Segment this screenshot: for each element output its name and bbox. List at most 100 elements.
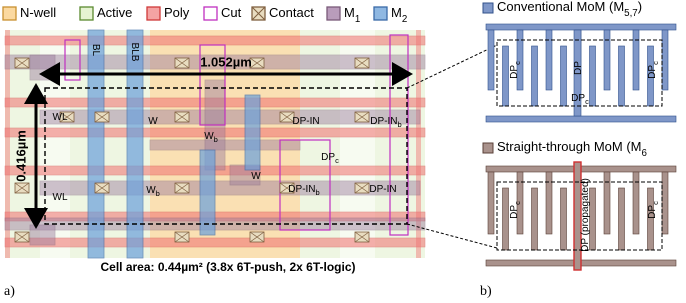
legend-label-main: Contact bbox=[269, 5, 314, 20]
comb-finger bbox=[503, 46, 509, 106]
metal-1 bbox=[30, 55, 55, 80]
mom-label-main: DP bbox=[647, 65, 658, 79]
mom-label-main: DP bbox=[573, 61, 584, 75]
legend-label-main: M bbox=[344, 5, 355, 20]
legend-swatch bbox=[80, 7, 93, 20]
legend-label-main: M bbox=[391, 5, 402, 20]
title-swatch bbox=[483, 3, 493, 13]
metal-1 bbox=[30, 225, 55, 245]
layout-label-main: BLB bbox=[129, 43, 140, 62]
panel-title-sub: 5,7 bbox=[624, 8, 638, 19]
layout-label-sub: b bbox=[214, 135, 218, 144]
comb-finger bbox=[590, 46, 596, 106]
mom-label-sub: c bbox=[585, 97, 589, 106]
comb-finger bbox=[561, 188, 567, 250]
panel-title-sub: 6 bbox=[642, 148, 647, 159]
legend-label-main: Active bbox=[97, 5, 132, 20]
layout-label-main: DP-IN bbox=[288, 184, 315, 195]
legend-label-main: Poly bbox=[164, 5, 190, 20]
comb-finger bbox=[619, 46, 625, 106]
comb-finger bbox=[546, 172, 552, 234]
legend-swatch bbox=[374, 7, 387, 20]
panel-title-main: Straight-through MoM (M bbox=[497, 139, 642, 154]
mom-label-main: DP bbox=[509, 65, 520, 79]
metal-2 bbox=[245, 95, 260, 170]
layout-label-sub: b bbox=[156, 189, 160, 198]
legend-label: M2 bbox=[391, 5, 407, 25]
comb-finger bbox=[517, 30, 523, 90]
comb-bar bbox=[486, 24, 676, 30]
panel-title: Straight-through MoM (M6 bbox=[497, 139, 647, 159]
legend-label: Contact bbox=[269, 5, 314, 20]
layout-label-main: DP bbox=[321, 152, 335, 163]
height-label: 0.416µm bbox=[13, 130, 28, 182]
legend-swatch bbox=[204, 7, 217, 20]
layout-label-main: DP-IN bbox=[369, 184, 396, 195]
mom-label-sub: c bbox=[651, 61, 660, 65]
layout-label-sub: b bbox=[316, 188, 320, 197]
layout-label-sub: b bbox=[398, 120, 402, 129]
legend-label-main: N-well bbox=[20, 5, 56, 20]
panel-title-after: ) bbox=[638, 0, 642, 14]
mom-label: DP (propagated) bbox=[580, 178, 591, 252]
layout-label: BLB bbox=[129, 43, 140, 62]
legend-label-sub: 1 bbox=[355, 14, 360, 25]
legend-label: M1 bbox=[344, 5, 360, 25]
mom-label-sub: c bbox=[513, 61, 522, 65]
layout-label: WL bbox=[53, 112, 68, 123]
comb-finger bbox=[662, 30, 668, 90]
comb-finger bbox=[488, 30, 494, 90]
panel-label: b) bbox=[480, 284, 492, 299]
layout-label: W bbox=[251, 171, 261, 182]
panel-title: Conventional MoM (M5,7) bbox=[497, 0, 642, 19]
panel-label: a) bbox=[4, 284, 15, 299]
layout-label-main: WL bbox=[53, 192, 68, 203]
layout-label-main: W bbox=[148, 116, 158, 127]
legend-swatch bbox=[147, 7, 160, 20]
layout-label: DP-IN bbox=[369, 184, 396, 195]
comb-finger bbox=[604, 172, 610, 234]
comb-finger bbox=[662, 172, 668, 234]
layout-label-main: BL bbox=[90, 44, 101, 57]
mom-label: DP bbox=[573, 61, 584, 75]
legend-label: Poly bbox=[164, 5, 190, 20]
comb-finger bbox=[503, 188, 509, 250]
layout-label-main: W bbox=[251, 171, 261, 182]
comb-finger bbox=[633, 172, 639, 234]
mom-label-main: DP (propagated) bbox=[580, 178, 591, 252]
layout-label: W bbox=[148, 116, 158, 127]
mom-label-sub: c bbox=[513, 201, 522, 205]
mom-label-main: DP bbox=[647, 205, 658, 219]
layout-label-main: DP-IN bbox=[292, 116, 319, 127]
comb-finger bbox=[619, 188, 625, 250]
comb-finger bbox=[633, 30, 639, 90]
legend-label-main: Cut bbox=[221, 5, 242, 20]
layout-label-sub: c bbox=[335, 156, 339, 165]
comb-finger bbox=[488, 172, 494, 234]
legend-label-sub: 2 bbox=[402, 14, 407, 25]
caption: Cell area: 0.44µm² (3.8x 6T-push, 2x 6T-… bbox=[100, 260, 355, 274]
title-swatch bbox=[483, 143, 493, 153]
comb-finger bbox=[561, 46, 567, 106]
comb-finger bbox=[546, 30, 552, 90]
layout-label-main: WL bbox=[53, 112, 68, 123]
legend-swatch bbox=[3, 7, 16, 20]
layout-label-main: DP-IN bbox=[370, 116, 397, 127]
comb-finger bbox=[532, 188, 538, 250]
legend-label: Cut bbox=[221, 5, 242, 20]
legend-label: N-well bbox=[20, 5, 56, 20]
figure: N-wellActivePolyCutContactM1M21.052µm0.4… bbox=[0, 0, 686, 303]
mom-label-sub: c bbox=[651, 201, 660, 205]
panel-title-main: Conventional MoM (M bbox=[497, 0, 624, 14]
legend-label: Active bbox=[97, 5, 132, 20]
mom-label-main: DP bbox=[571, 93, 585, 104]
layout-label: WL bbox=[53, 192, 68, 203]
legend-swatch bbox=[327, 7, 340, 20]
layout-label: DP-IN bbox=[292, 116, 319, 127]
comb-bar bbox=[486, 116, 676, 122]
comb-finger bbox=[604, 30, 610, 90]
layout-label: BL bbox=[90, 44, 101, 57]
metal-2 bbox=[200, 150, 215, 235]
mom-label-main: DP bbox=[509, 205, 520, 219]
width-label: 1.052µm bbox=[200, 54, 252, 69]
